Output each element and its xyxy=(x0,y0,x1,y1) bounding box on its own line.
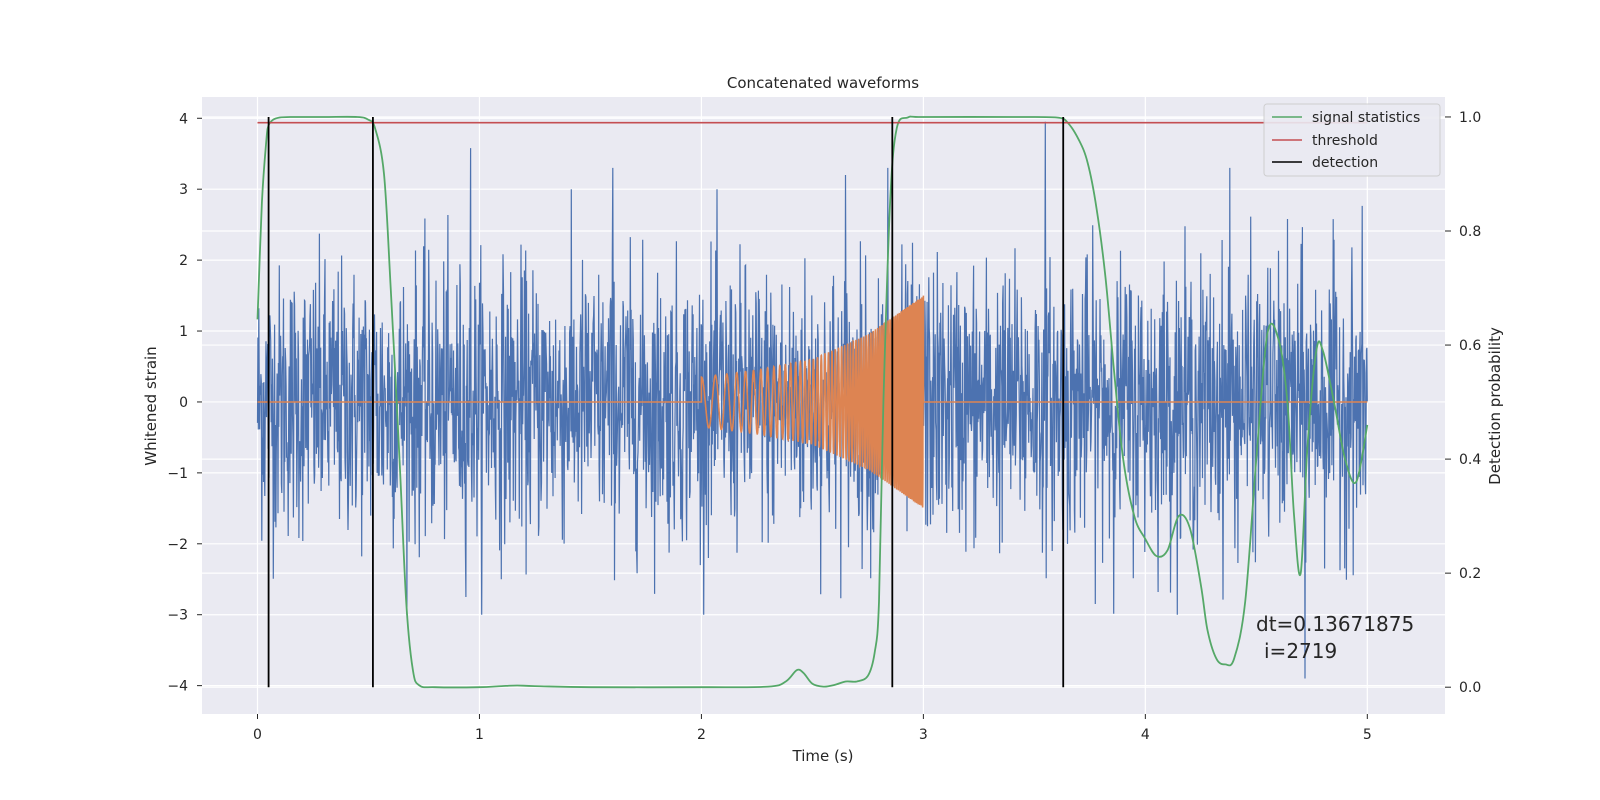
y-tick-label: −3 xyxy=(167,608,188,624)
injection-series xyxy=(257,295,1368,508)
y-tick-label: 2 xyxy=(179,253,188,269)
x-tick-label: 5 xyxy=(1363,727,1372,743)
y-tick-label: 4 xyxy=(179,111,188,127)
annotation-dt: dt=0.13671875 xyxy=(1256,612,1414,636)
x-tick-label: 2 xyxy=(697,727,706,743)
legend: signal statistics threshold detection xyxy=(1263,103,1441,177)
x-tick-label: 0 xyxy=(253,727,262,743)
y-tick-label: 3 xyxy=(179,182,188,198)
signal-statistics-line xyxy=(256,115,1369,689)
y-tick-label: −2 xyxy=(167,537,188,553)
y-tick-label: 1 xyxy=(179,324,188,340)
y-tick-label: −1 xyxy=(167,466,188,482)
x-axis-label: Time (s) xyxy=(792,747,854,765)
annotation-i: i=2719 xyxy=(1264,639,1337,663)
x-tick-label: 1 xyxy=(475,727,484,743)
legend-label-detection: detection xyxy=(1312,155,1378,171)
injection-line xyxy=(257,295,1368,508)
y-tick-label: 0 xyxy=(179,395,188,411)
y2-tick-label: 0.4 xyxy=(1459,452,1481,468)
y-axis-label: Whitened strain xyxy=(142,346,160,465)
chart-title: Concatenated waveforms xyxy=(727,74,919,92)
x-tick-label: 4 xyxy=(1141,727,1150,743)
y2-tick-label: 0.8 xyxy=(1459,224,1481,240)
detection-series xyxy=(267,116,1065,688)
legend-label-threshold: threshold xyxy=(1312,133,1378,149)
y2-tick-label: 0.6 xyxy=(1459,338,1481,354)
y2-axis-label: Detection probability xyxy=(1486,327,1504,485)
legend-box xyxy=(1263,103,1441,177)
signal-statistics-series xyxy=(256,115,1369,689)
y2-tick-label: 0.0 xyxy=(1459,680,1481,696)
y2-tick-label: 1.0 xyxy=(1459,110,1481,126)
ticks: 0 1 2 3 4 5 4 3 2 1 0 −1 −2 −3 −4 1.0 0.8 0.6 0.4 0.2 0.0 xyxy=(167,110,1481,743)
y2-tick-label: 0.2 xyxy=(1459,566,1481,582)
legend-label-signal-statistics: signal statistics xyxy=(1312,110,1420,126)
x-tick-label: 3 xyxy=(919,727,928,743)
y-tick-label: −4 xyxy=(167,679,188,695)
